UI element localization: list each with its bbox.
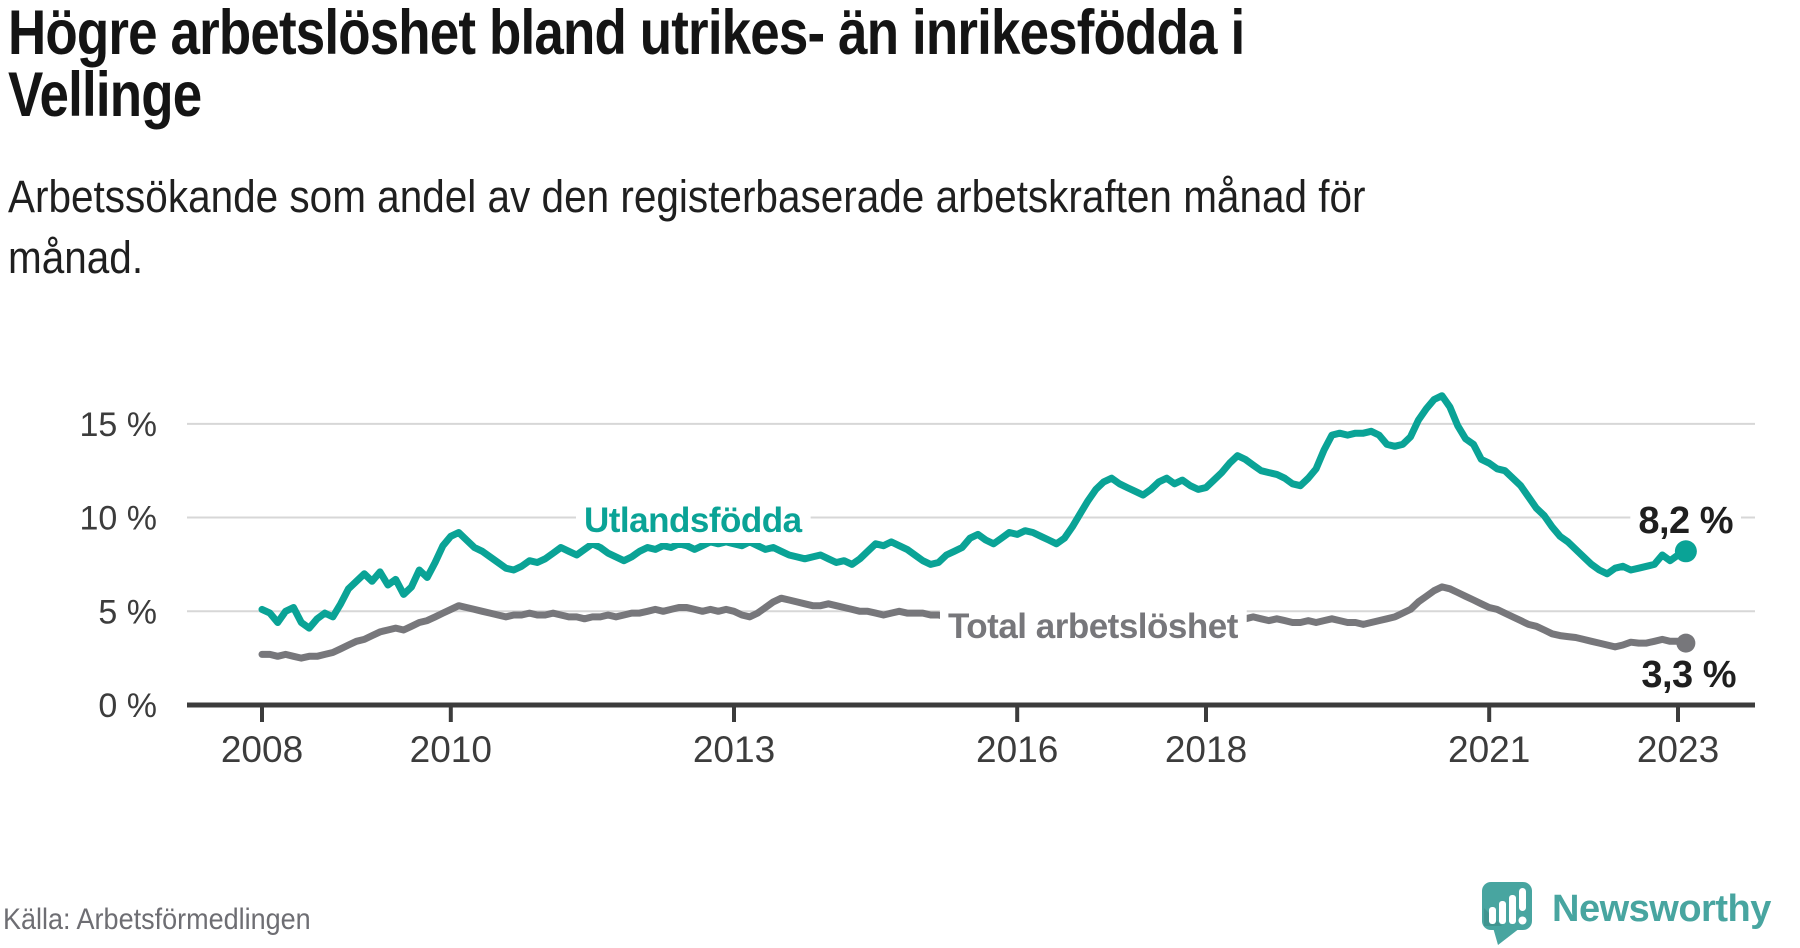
end-dot-utlandsfodda	[1674, 540, 1697, 563]
x-tick-label-2016: 2016	[976, 729, 1058, 770]
end-value-label-total: 3,3 %	[1641, 654, 1736, 696]
series-label-total: Total arbetslöshet	[948, 607, 1239, 646]
x-tick-label-2018: 2018	[1165, 729, 1247, 770]
speech-bubble-bar-chart-icon	[1482, 882, 1532, 945]
series-label-utlandsfodda-halo	[576, 498, 811, 543]
brand-name: Newsworthy	[1552, 888, 1771, 930]
newsworthy-logo: Newsworthy	[1482, 880, 1771, 948]
chart-subtitle: Arbetssökande som andel av den registerb…	[8, 171, 1366, 283]
x-tick-label-2021: 2021	[1448, 729, 1530, 770]
end-value-label-utlandsfodda: 8,2 %	[1638, 500, 1733, 542]
x-tick-label-2010: 2010	[410, 729, 492, 770]
y-tick-label-10: 10 %	[80, 500, 158, 538]
end-dot-total	[1676, 633, 1696, 653]
end-value-label-total-halo	[1633, 651, 1744, 699]
x-tick-label-2008: 2008	[221, 729, 303, 770]
series-label-utlandsfodda: Utlandsfödda	[584, 501, 803, 540]
y-tick-label-15: 15 %	[80, 406, 158, 444]
x-tick-label-2023: 2023	[1637, 729, 1719, 770]
x-tick-label-2013: 2013	[693, 729, 775, 770]
end-value-label-utlandsfodda-halo	[1630, 497, 1741, 545]
y-tick-label-5: 5 %	[98, 593, 157, 631]
series-line-utlandsfodda	[258, 392, 1690, 632]
series-label-total-halo	[940, 604, 1247, 649]
page-title: Högre arbetslöshet bland utrikes- än inr…	[8, 0, 1245, 130]
source-note: Källa: Arbetsförmedlingen	[3, 903, 311, 936]
y-tick-label-0: 0 %	[98, 687, 157, 725]
